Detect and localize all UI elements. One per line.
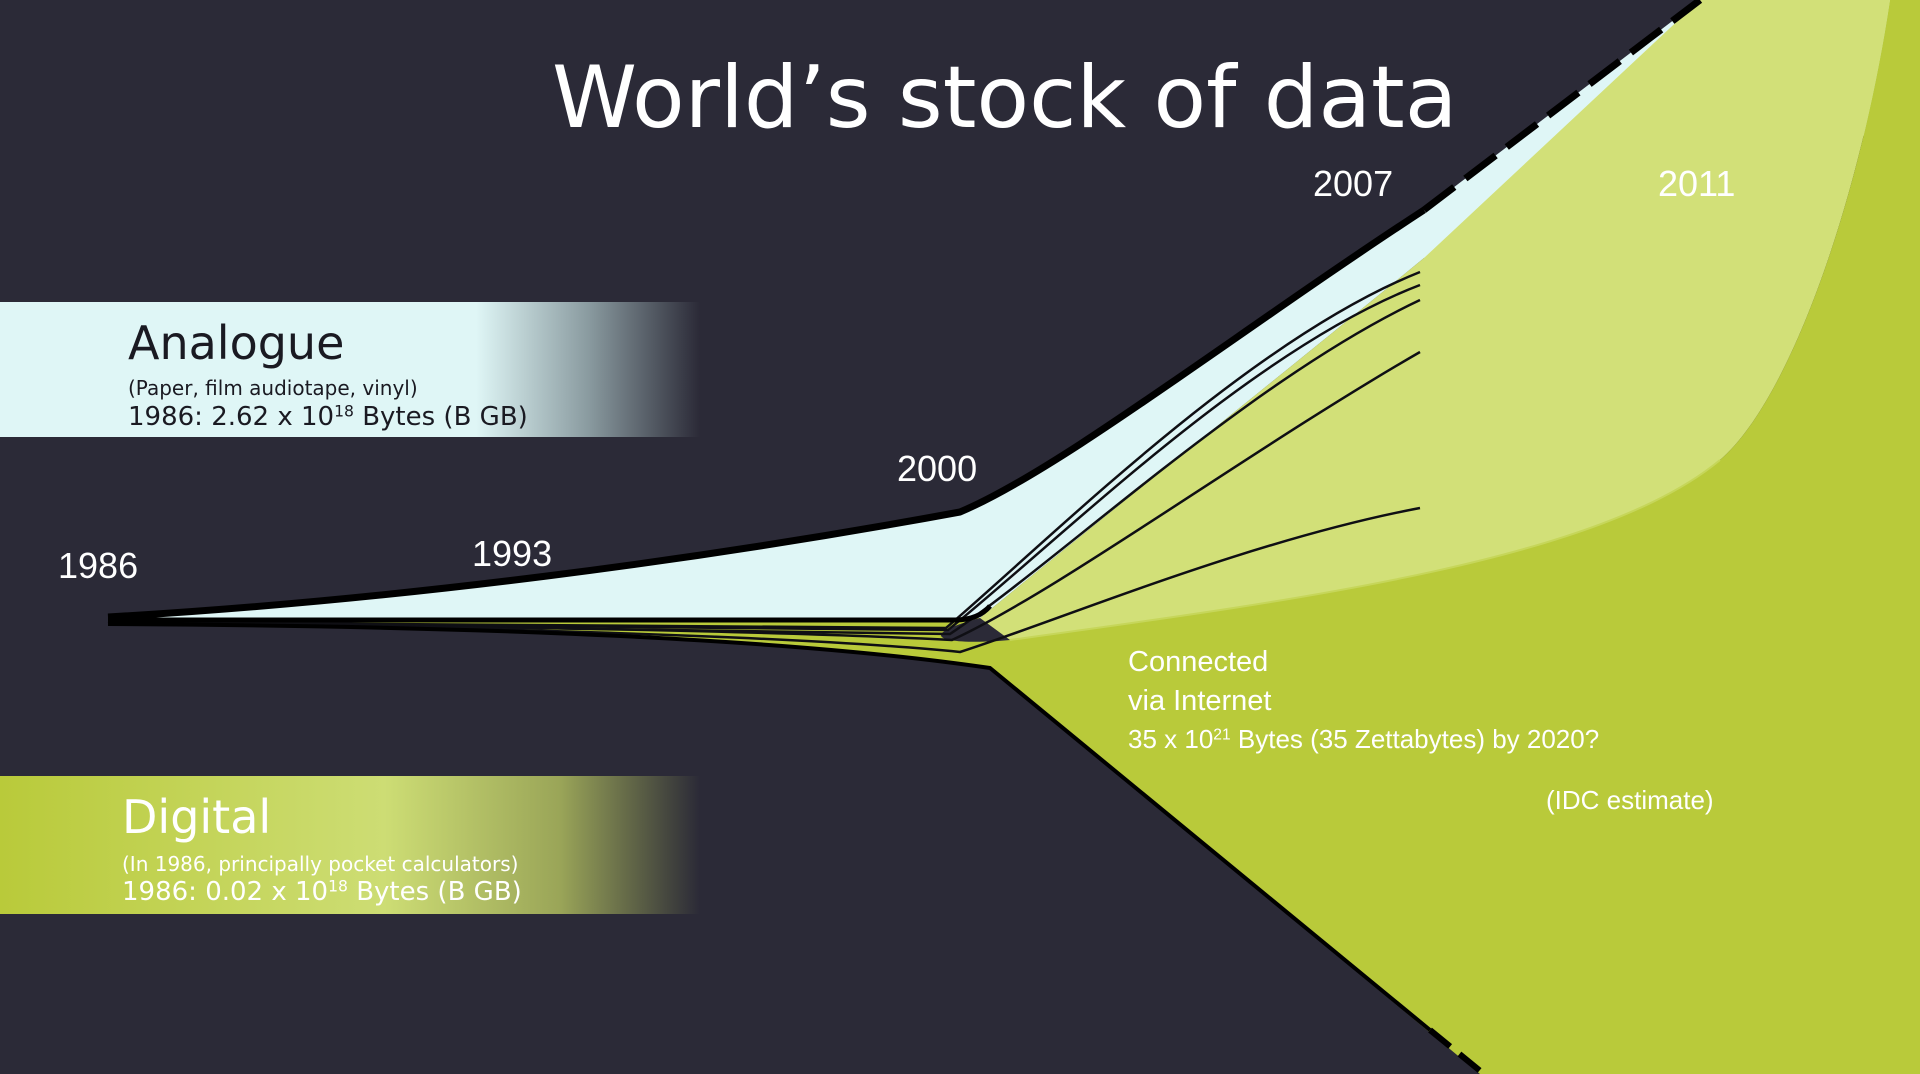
slide-title: World’s stock of data	[552, 48, 1458, 148]
digital-bottom-outline	[107, 622, 1432, 1032]
analogue-top-dashed	[1421, 0, 1703, 213]
digital-legend-band: Digital (In 1986, principally pocket cal…	[0, 776, 700, 914]
analogue-title: Analogue	[128, 316, 345, 370]
digital-value-exponent: 18	[328, 877, 348, 896]
digital-projection-area	[980, 0, 1890, 640]
digital-bottom-dashed	[1428, 1027, 1486, 1074]
analogue-value-exponent: 18	[334, 402, 354, 421]
year-label-2000: 2000	[897, 448, 978, 489]
connected-estimate: 35 x 1021 Bytes (35 Zettabytes) by 2020?	[1128, 724, 1599, 755]
digital-value-prefix: 1986: 0.02 x 10	[122, 877, 329, 907]
year-label-1993: 1993	[472, 533, 553, 574]
digital-subtitle: (In 1986, principally pocket calculators…	[122, 852, 519, 876]
analogue-value-suffix: Bytes (B GB)	[353, 402, 528, 432]
digital-value-suffix: Bytes (B GB)	[347, 877, 522, 907]
year-label-2011: 2011	[1658, 163, 1736, 204]
layer-line	[107, 270, 1421, 630]
analogue-top-outline	[107, 207, 1426, 621]
connected-label-line1: Connected	[1128, 646, 1269, 678]
connected-label-line2: via Internet	[1128, 685, 1272, 717]
digital-title: Digital	[122, 790, 272, 844]
year-label-2007: 2007	[1313, 163, 1394, 204]
analogue-value: 1986: 2.62 x 1018 Bytes (B GB)	[128, 402, 528, 432]
analogue-value-prefix: 1986: 2.62 x 10	[128, 402, 335, 432]
idc-estimate-note: (IDC estimate)	[1546, 785, 1714, 815]
analogue-subtitle: (Paper, film audiotape, vinyl)	[128, 376, 418, 400]
projection-edge	[1009, 459, 1721, 641]
analogue-legend-band: Analogue (Paper, film audiotape, vinyl) …	[0, 302, 700, 437]
connected-estimate-prefix: 35 x 10	[1128, 724, 1214, 754]
connected-estimate-exponent: 21	[1213, 726, 1231, 744]
digital-area	[108, 0, 1920, 1074]
digital-value: 1986: 0.02 x 1018 Bytes (B GB)	[122, 877, 522, 907]
base-outline	[108, 604, 992, 623]
year-label-1986: 1986	[58, 545, 139, 586]
connected-estimate-suffix: Bytes (35 Zettabytes) by 2020?	[1230, 724, 1600, 754]
